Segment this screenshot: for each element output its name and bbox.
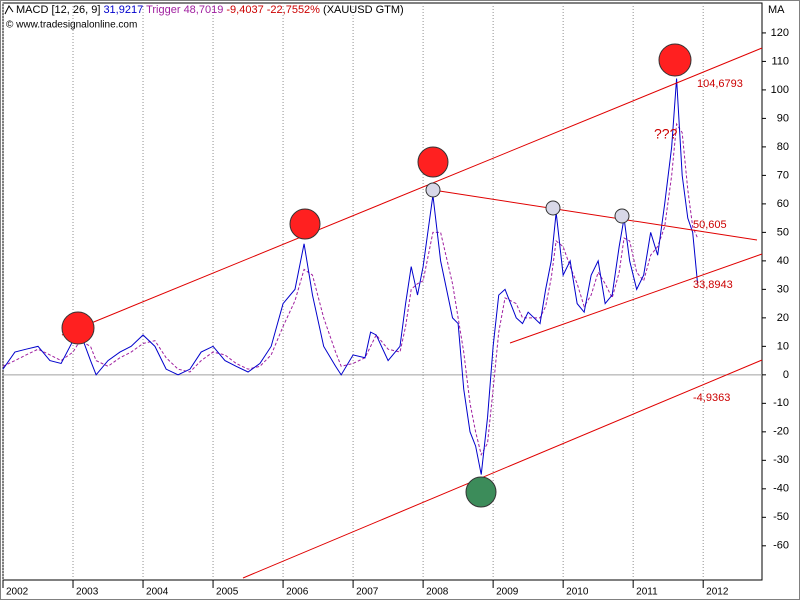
x-tick-label: 2005 bbox=[216, 587, 239, 598]
x-tick-label: 2012 bbox=[706, 587, 729, 598]
legend-value: 31,9217 bbox=[103, 4, 143, 16]
x-tick-label: 2010 bbox=[566, 587, 589, 598]
peak-marker bbox=[417, 146, 449, 178]
y-tick-label: 110 bbox=[771, 55, 789, 67]
axis-label: MA bbox=[768, 4, 785, 16]
instrument: (XAUUSD GTM) bbox=[323, 4, 404, 16]
y-tick-label: -50 bbox=[773, 511, 789, 523]
x-tick-label: 2008 bbox=[426, 587, 449, 598]
y-tick-label: -20 bbox=[773, 426, 789, 438]
top-marker bbox=[425, 182, 441, 198]
y-tick-label: 10 bbox=[777, 340, 789, 352]
top-marker bbox=[614, 208, 630, 224]
peak-marker bbox=[61, 311, 95, 345]
x-tick-label: 2009 bbox=[496, 587, 519, 598]
y-tick-label: 20 bbox=[777, 312, 789, 324]
axes: -60 -50 -40 -30 -20 -10 0 10 20 30 40 50 60 70 80 90 100… bbox=[2, 27, 789, 598]
y-tick-label: -40 bbox=[773, 483, 789, 495]
trendlines bbox=[61, 47, 763, 579]
trendline bbox=[509, 253, 763, 344]
y-tick-label: 50 bbox=[777, 226, 789, 238]
legend-entry: MACD [12, 26, 9] bbox=[16, 4, 100, 16]
y-tick-label: 100 bbox=[771, 84, 789, 96]
x-tick-label: 2006 bbox=[286, 587, 309, 598]
series bbox=[2, 78, 699, 475]
legend-value: 48,7019 bbox=[184, 4, 224, 16]
y-tick-label: 120 bbox=[771, 27, 789, 39]
top-marker bbox=[545, 200, 561, 216]
markers bbox=[61, 43, 692, 508]
trendline bbox=[61, 47, 763, 336]
legend-entry: Trigger bbox=[146, 4, 181, 16]
annotation: 33,8943 bbox=[693, 279, 733, 291]
x-tick-label: 2002 bbox=[6, 587, 29, 598]
peak-marker bbox=[658, 43, 692, 77]
y-tick-label: 90 bbox=[777, 112, 789, 124]
source: © www.tradesignalonline.com bbox=[6, 20, 137, 31]
change-label: -9,4037 -22,7552% bbox=[226, 4, 320, 16]
annotation: -4,9363 bbox=[693, 392, 730, 404]
trough-marker bbox=[465, 476, 497, 508]
y-tick-label: 80 bbox=[777, 141, 789, 153]
annotation: 50,605 bbox=[693, 219, 727, 231]
y-tick-label: -10 bbox=[773, 397, 789, 409]
y-tick-label: 70 bbox=[777, 169, 789, 181]
header: MACD [12, 26, 9] 31,9217 Trigger 48,7019… bbox=[16, 4, 404, 16]
x-tick-label: 2004 bbox=[146, 587, 169, 598]
annotation: ??? bbox=[654, 126, 678, 142]
y-tick-label: -60 bbox=[773, 540, 789, 552]
series-line bbox=[2, 78, 699, 475]
y-tick-label: 60 bbox=[777, 198, 789, 210]
annotation: 104,6793 bbox=[697, 78, 743, 90]
peak-marker bbox=[289, 208, 321, 240]
icon bbox=[4, 5, 14, 15]
series-line bbox=[2, 122, 699, 456]
y-tick-label: 40 bbox=[777, 255, 789, 267]
y-tick-label: 0 bbox=[783, 369, 789, 381]
y-tick-label: -30 bbox=[773, 454, 789, 466]
trendline bbox=[242, 359, 763, 579]
y-tick-label: 30 bbox=[777, 283, 789, 295]
x-tick-label: 2007 bbox=[356, 587, 379, 598]
x-tick-label: 2003 bbox=[76, 587, 99, 598]
trendline bbox=[432, 189, 758, 241]
x-tick-label: 2011 bbox=[636, 587, 658, 598]
